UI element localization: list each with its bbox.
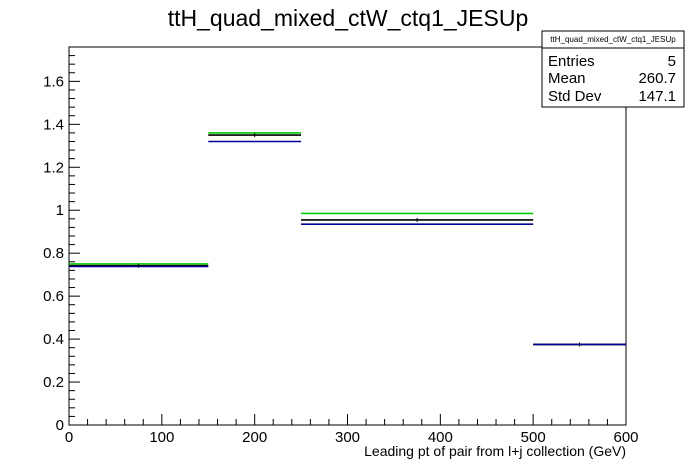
x-tick-label: 100 <box>149 429 174 446</box>
stats-box: ttH_quad_mixed_ctW_ctq1_JESUp Entries 5 … <box>541 30 685 108</box>
y-tick-label: 0 <box>56 417 64 434</box>
x-tick-label: 400 <box>428 429 453 446</box>
x-axis-label: Leading pt of pair from l+j collection (… <box>364 443 626 459</box>
stats-stddev-label: Std Dev <box>548 88 602 105</box>
stats-stddev-value: 147.1 <box>638 88 676 105</box>
y-tick-label: 0.4 <box>43 331 64 348</box>
y-tick-label: 1.6 <box>43 73 64 90</box>
y-tick-label: 0.8 <box>43 245 64 262</box>
x-tick-label: 500 <box>521 429 546 446</box>
x-tick-label: 200 <box>242 429 267 446</box>
x-axis: 0 100 200 300 400 500 600 <box>65 414 639 446</box>
stats-mean-label: Mean <box>548 70 586 87</box>
chart-title: ttH_quad_mixed_ctW_ctq1_JESUp <box>168 5 529 31</box>
y-tick-label: 1.2 <box>43 159 64 176</box>
x-tick-label: 600 <box>613 429 638 446</box>
y-tick-label: 0.2 <box>43 374 64 391</box>
stats-entries-value: 5 <box>668 53 676 70</box>
x-tick-label: 0 <box>65 429 73 446</box>
y-tick-label: 1 <box>56 202 64 219</box>
stats-box-title: ttH_quad_mixed_ctW_ctq1_JESUp <box>550 35 676 44</box>
stats-mean-value: 260.7 <box>638 70 676 87</box>
y-axis: 0 0.2 0.4 0.6 0.8 1 1.2 1.4 1.6 <box>43 46 80 434</box>
x-tick-label: 300 <box>335 429 360 446</box>
stats-box-frame <box>541 30 685 108</box>
histogram-series <box>69 132 626 347</box>
y-tick-label: 0.6 <box>43 288 64 305</box>
y-tick-label: 1.4 <box>43 116 64 133</box>
stats-entries-label: Entries <box>548 53 595 70</box>
